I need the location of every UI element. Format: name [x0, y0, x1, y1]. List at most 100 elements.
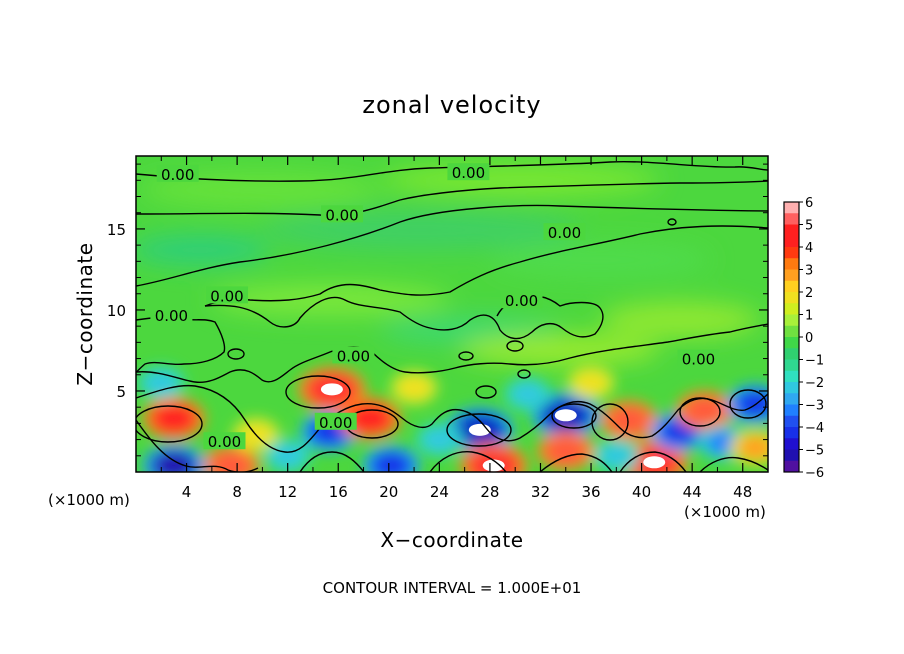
x-tick-label: 48 — [733, 483, 752, 501]
contour-line — [619, 451, 687, 472]
y-tick-label: 5 — [116, 383, 126, 401]
colorbar-label: 1 — [805, 309, 813, 324]
contour-label: 0.00 — [155, 307, 188, 325]
contour-line — [506, 340, 524, 352]
contour-line — [204, 225, 768, 307]
field-extremum — [150, 450, 197, 472]
contour-line — [204, 295, 604, 340]
contour-line — [136, 180, 768, 216]
colorbar-swatch — [784, 314, 799, 327]
field-extremum — [575, 372, 607, 394]
field-peak — [482, 459, 505, 472]
plot-frame — [135, 155, 769, 473]
contour-line — [591, 403, 629, 441]
contour-interval-note: CONTOUR INTERVAL = 1.000E+01 — [323, 579, 582, 597]
y-axis-label: Z−coordinate — [73, 242, 97, 385]
field-extremum — [398, 376, 430, 399]
colorbar: 6 5 4 3 2 1 0 −1 −2 −3 −4 −5 −6 — [783, 196, 824, 481]
colorbar-swatch — [784, 370, 799, 383]
contour-label-bg — [314, 412, 357, 430]
contour-label-bg — [500, 291, 543, 309]
x-tick-label: 36 — [581, 483, 600, 501]
contour-line — [539, 453, 613, 472]
contour-label-bg — [156, 164, 199, 182]
contour-line — [446, 413, 512, 447]
colorbar-label: 6 — [805, 196, 813, 211]
chart-title: zonal velocity — [362, 91, 541, 119]
contour-line — [699, 456, 768, 472]
contour-label: 0.00 — [505, 292, 538, 310]
contour-line — [551, 403, 597, 429]
x-tick-label: 24 — [430, 483, 449, 501]
contour-label: 0.00 — [208, 433, 241, 451]
colorbar-label: 3 — [805, 264, 813, 279]
contour-line — [136, 384, 768, 453]
colorbar-swatch — [784, 404, 799, 417]
colorbar-label: −4 — [805, 421, 824, 436]
x-tick-label: 32 — [531, 483, 550, 501]
contour-line — [227, 348, 245, 360]
colorbar-swatch — [784, 292, 799, 304]
colorbar-label: −3 — [805, 399, 824, 414]
colorbar-swatch — [784, 280, 799, 293]
contour-line — [517, 369, 531, 379]
field-extremum — [608, 406, 650, 434]
field-extremum — [370, 451, 412, 472]
colorbar-label: −1 — [805, 354, 824, 369]
x-units-label: (×1000 m) — [684, 503, 766, 521]
colorbar-swatch — [784, 337, 799, 349]
colorbar-swatch — [784, 269, 799, 282]
contour-line — [136, 405, 203, 443]
x-tick-label: 8 — [232, 483, 242, 501]
zero-contours — [136, 160, 768, 472]
contour-label-bg — [203, 432, 246, 450]
colorbar-swatch — [784, 393, 799, 405]
colorbar-swatch — [784, 449, 799, 462]
contour-label-bg — [150, 305, 193, 323]
x-tick-label: 40 — [632, 483, 651, 501]
field-extremum — [424, 428, 455, 451]
y-tick-label: 15 — [107, 221, 126, 239]
contour-label-bg — [543, 223, 586, 241]
colorbar-swatch — [784, 325, 799, 338]
contour-label: 0.00 — [319, 414, 352, 432]
contour-label-bg — [321, 205, 364, 223]
colorbar-label: −5 — [805, 444, 824, 459]
x-tick-label: 20 — [379, 483, 398, 501]
contour-line — [136, 204, 768, 287]
contour-label: 0.00 — [161, 166, 194, 184]
colorbar-label: −2 — [805, 376, 824, 391]
x-tick-label: 16 — [329, 483, 348, 501]
field-extremum — [150, 403, 197, 434]
colorbar-swatch — [784, 382, 799, 394]
field-peak — [320, 383, 343, 396]
contour-line — [299, 451, 365, 472]
contour-label: 0.00 — [452, 164, 485, 182]
plot-area: 0.00 0.00 0.00 0.00 0.00 0.00 0.00 0.00 0.00 0.00… — [136, 156, 768, 472]
contour-label: 0.00 — [325, 206, 358, 224]
contour-line — [458, 351, 474, 361]
x-tick-label: 4 — [182, 483, 192, 501]
contour-label: 0.00 — [210, 287, 243, 305]
contour-line — [679, 397, 721, 427]
x-tick-label: 44 — [683, 483, 702, 501]
colorbar-swatch — [784, 202, 799, 214]
y-tick-label: 10 — [107, 302, 126, 320]
x-tick-label: 12 — [278, 483, 297, 501]
x-axis: 4 8 12 16 20 24 28 32 36 40 44 48 — [160, 156, 752, 501]
contour-line — [667, 218, 677, 226]
colorbar-swatch — [784, 303, 799, 315]
colorbar-swatch — [784, 438, 799, 450]
field-peak — [643, 456, 666, 469]
field-extremum — [737, 435, 768, 460]
field-extremum — [545, 437, 587, 465]
field-extremum — [512, 383, 544, 406]
x-tick-label: 28 — [480, 483, 499, 501]
contour-line — [429, 451, 507, 472]
field-peak — [554, 409, 577, 422]
contour-label-bg — [447, 163, 490, 181]
contour-line — [136, 160, 768, 182]
contour-label: 0.00 — [682, 351, 715, 369]
colorbar-label: 5 — [805, 219, 813, 234]
